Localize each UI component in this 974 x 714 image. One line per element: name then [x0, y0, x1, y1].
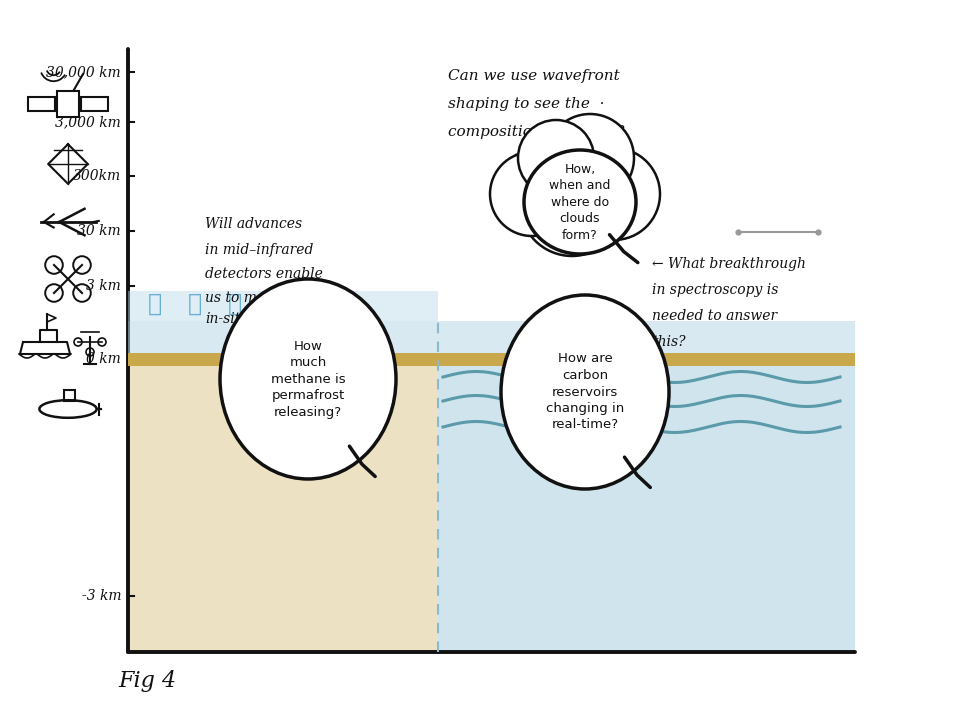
- Text: this?: this?: [652, 335, 686, 349]
- Text: 30,000 km: 30,000 km: [47, 65, 121, 79]
- Ellipse shape: [220, 279, 396, 479]
- Bar: [28, 97, 55, 111]
- Text: in-situ?: in-situ?: [205, 312, 257, 326]
- Text: in spectroscopy is: in spectroscopy is: [652, 283, 778, 297]
- Text: in mid–infrared: in mid–infrared: [205, 243, 314, 257]
- Text: -3 km: -3 km: [82, 589, 121, 603]
- Text: How,
when and
where do
clouds
form?: How, when and where do clouds form?: [549, 163, 611, 241]
- Text: Will advances: Will advances: [205, 217, 302, 231]
- Text: ❄: ❄: [228, 293, 243, 316]
- Bar: [438, 359, 855, 652]
- Text: detectors enable: detectors enable: [205, 267, 322, 281]
- Text: 3,000 km: 3,000 km: [56, 115, 121, 129]
- Text: 300km: 300km: [73, 169, 121, 183]
- Text: ← What breakthrough: ← What breakthrough: [652, 257, 805, 271]
- Text: us to monitor this: us to monitor this: [205, 291, 330, 305]
- Text: 3 km: 3 km: [87, 279, 121, 293]
- Bar: [128, 321, 855, 359]
- Text: 30 km: 30 km: [77, 224, 121, 238]
- Bar: [128, 359, 438, 652]
- Ellipse shape: [501, 295, 669, 489]
- Bar: [128, 291, 438, 321]
- Text: Fig 4: Fig 4: [118, 670, 176, 692]
- Text: ❄: ❄: [148, 293, 162, 316]
- Ellipse shape: [524, 150, 636, 254]
- Text: How
much
methane is
permafrost
releasing?: How much methane is permafrost releasing…: [271, 339, 346, 418]
- Text: How are
carbon
reservoirs
changing in
real-time?: How are carbon reservoirs changing in re…: [545, 353, 624, 431]
- Circle shape: [568, 148, 660, 240]
- Circle shape: [518, 120, 594, 196]
- Text: 0 km: 0 km: [87, 352, 121, 366]
- Circle shape: [546, 114, 634, 202]
- Bar: [81, 97, 107, 111]
- Bar: [63, 391, 75, 401]
- Bar: [128, 353, 855, 366]
- Circle shape: [538, 181, 608, 251]
- Text: ❄: ❄: [188, 293, 202, 316]
- Text: needed to answer: needed to answer: [652, 309, 777, 323]
- Text: composition of clouds?: composition of clouds?: [448, 125, 624, 139]
- Bar: [57, 91, 79, 117]
- Circle shape: [490, 152, 574, 236]
- Text: shaping to see the  ·: shaping to see the ·: [448, 97, 605, 111]
- Text: Can we use wavefront: Can we use wavefront: [448, 69, 619, 83]
- Circle shape: [520, 152, 624, 256]
